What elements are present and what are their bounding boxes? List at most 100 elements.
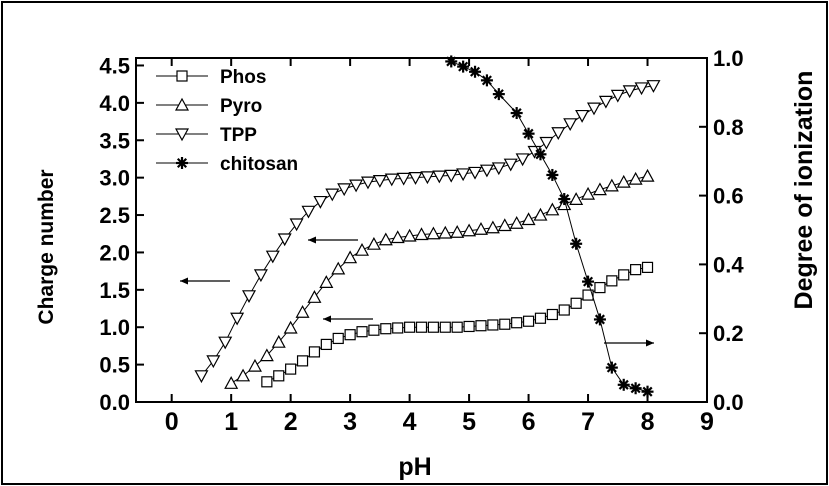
data-point-phos <box>630 264 642 276</box>
data-point-pyro <box>604 178 619 192</box>
data-point-phos <box>368 324 380 336</box>
arrow-head <box>308 236 316 244</box>
legend-item-chitosan: chitosan <box>156 154 298 175</box>
data-point-phos <box>451 321 463 333</box>
data-point-chitosan <box>582 275 595 288</box>
data-point-tpp <box>384 173 399 187</box>
data-point-phos <box>570 297 582 309</box>
asterisk-stroke <box>571 238 582 249</box>
data-point-pyro <box>473 221 488 235</box>
y-left-tick-label: 3.0 <box>99 166 130 191</box>
data-point-pyro <box>247 358 262 372</box>
data-point-pyro <box>343 250 358 264</box>
data-point-pyro <box>640 168 655 182</box>
asterisk-stroke <box>493 89 504 100</box>
data-point-chitosan <box>510 107 523 120</box>
asterisk-stroke <box>559 194 570 205</box>
data-point-tpp <box>325 188 340 202</box>
data-point-tpp <box>194 370 209 384</box>
data-point-tpp <box>408 172 423 185</box>
data-point-chitosan <box>492 88 505 101</box>
data-point-pyro <box>259 348 274 362</box>
arrow-head <box>180 277 188 285</box>
data-point-pyro <box>283 320 298 334</box>
asterisk-stroke <box>511 108 522 119</box>
y-left-tick-label: 4.0 <box>99 91 130 116</box>
data-point-tpp <box>301 205 316 219</box>
data-point-pyro <box>390 230 405 244</box>
series-pyro <box>224 168 655 389</box>
data-point-tpp <box>551 127 566 141</box>
legend-label-chitosan: chitosan <box>220 154 298 175</box>
data-point-pyro <box>295 305 310 318</box>
data-point-pyro <box>497 218 512 232</box>
asterisk-stroke <box>630 383 641 394</box>
series-chitosan <box>445 55 654 398</box>
data-point-tpp <box>634 82 649 96</box>
annotation-arrow-right <box>604 339 654 347</box>
data-point-tpp <box>586 102 602 116</box>
annotation-arrow-left <box>180 277 230 285</box>
data-point-chitosan <box>558 193 571 206</box>
data-point-pyro <box>533 207 548 221</box>
data-point-tpp <box>206 355 221 369</box>
data-point-tpp <box>349 179 364 193</box>
data-point-chitosan <box>457 60 470 73</box>
y-left-tick-label: 2.5 <box>99 203 130 228</box>
data-point-pyro <box>378 232 393 246</box>
series-phos <box>261 261 654 388</box>
data-point-phos <box>582 289 594 301</box>
data-point-pyro <box>509 216 524 229</box>
data-point-pyro <box>366 236 381 250</box>
data-point-phos <box>606 275 618 287</box>
legend-label-tpp: TPP <box>220 125 257 146</box>
data-point-tpp <box>360 176 375 190</box>
data-point-tpp <box>646 80 661 93</box>
y-left-tick-label: 0.5 <box>99 353 130 378</box>
annotation-arrow-left <box>323 315 373 323</box>
data-point-chitosan <box>534 148 547 161</box>
arrow-head <box>646 339 654 347</box>
y-left-tick-label: 4.5 <box>99 53 130 78</box>
data-point-tpp <box>265 250 280 264</box>
data-point-pyro <box>402 228 417 242</box>
data-point-tpp <box>456 168 471 182</box>
legend: Phos Pyro TPP chitosan <box>156 67 298 175</box>
x-tick-label: 0 <box>165 408 179 436</box>
asterisk-stroke <box>470 66 481 77</box>
data-point-pyro <box>450 224 465 238</box>
data-point-phos <box>463 320 475 333</box>
asterisk-stroke <box>618 379 629 390</box>
x-tick-label: 9 <box>700 408 714 436</box>
data-point-phos <box>534 312 547 324</box>
data-point-chitosan <box>570 237 583 250</box>
plot-frame <box>135 57 708 403</box>
data-point-pyro <box>581 186 596 200</box>
data-point-phos <box>499 318 511 330</box>
x-axis-title: pH <box>398 453 431 481</box>
data-point-pyro <box>545 202 560 216</box>
data-point-tpp <box>575 109 590 123</box>
y-left-axis-title: Charge number <box>35 169 58 324</box>
data-point-tpp <box>610 89 625 103</box>
data-point-phos <box>380 323 392 335</box>
asterisk-stroke <box>535 149 546 160</box>
data-point-phos <box>558 304 570 316</box>
asterisk-stroke <box>547 169 558 180</box>
data-point-pyro <box>271 334 286 348</box>
data-point-tpp <box>491 162 506 176</box>
data-point-phos <box>273 370 285 382</box>
legend-marker-phos <box>176 70 188 82</box>
data-point-chitosan <box>522 127 535 140</box>
data-point-phos <box>641 261 654 273</box>
data-point-phos <box>546 308 558 321</box>
data-point-chitosan <box>605 361 618 374</box>
x-axis: 0 1 2 3 4 5 6 7 8 9 <box>165 58 714 436</box>
data-point-chitosan <box>480 74 493 87</box>
asterisk-stroke <box>594 314 605 325</box>
data-point-phos <box>511 317 523 329</box>
data-point-chitosan <box>593 313 606 326</box>
data-point-phos <box>487 319 499 331</box>
